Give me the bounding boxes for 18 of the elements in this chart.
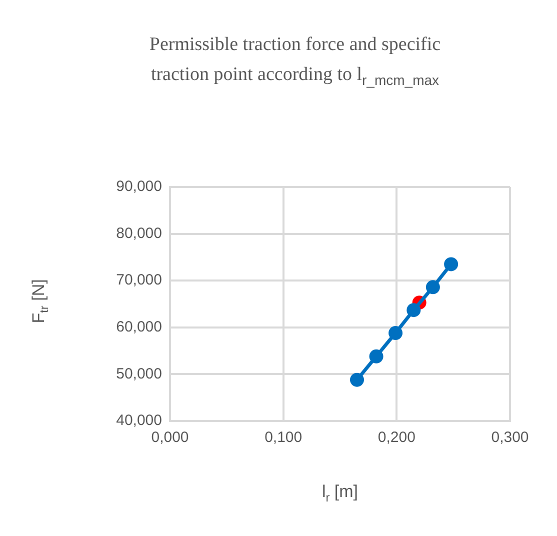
- y-tick-label: 60,000: [116, 318, 162, 336]
- x-tick-label: 0,100: [264, 429, 302, 446]
- y-tick-label: 70,000: [116, 272, 162, 289]
- point: [406, 303, 421, 318]
- y-tick-label: 80,000: [116, 224, 162, 242]
- y-tick-label: 50,000: [116, 365, 162, 382]
- chart-title: Permissible traction force and specific traction point according to l$_{r_mcm_max}$: [148, 33, 442, 90]
- x-tick-label: 0,200: [378, 429, 416, 446]
- point: [426, 280, 440, 294]
- y-tick-label: 90,000: [116, 178, 162, 196]
- point: [388, 326, 403, 340]
- x-tick-label: 0,000: [151, 429, 189, 446]
- y-tick-label: 40,000: [116, 412, 162, 430]
- x-axis-title: l$_{r}$ [m]: [320, 482, 360, 504]
- point: [369, 349, 384, 364]
- point: [444, 257, 458, 272]
- x-tick-label: 0,300: [491, 429, 529, 446]
- point: [350, 372, 364, 387]
